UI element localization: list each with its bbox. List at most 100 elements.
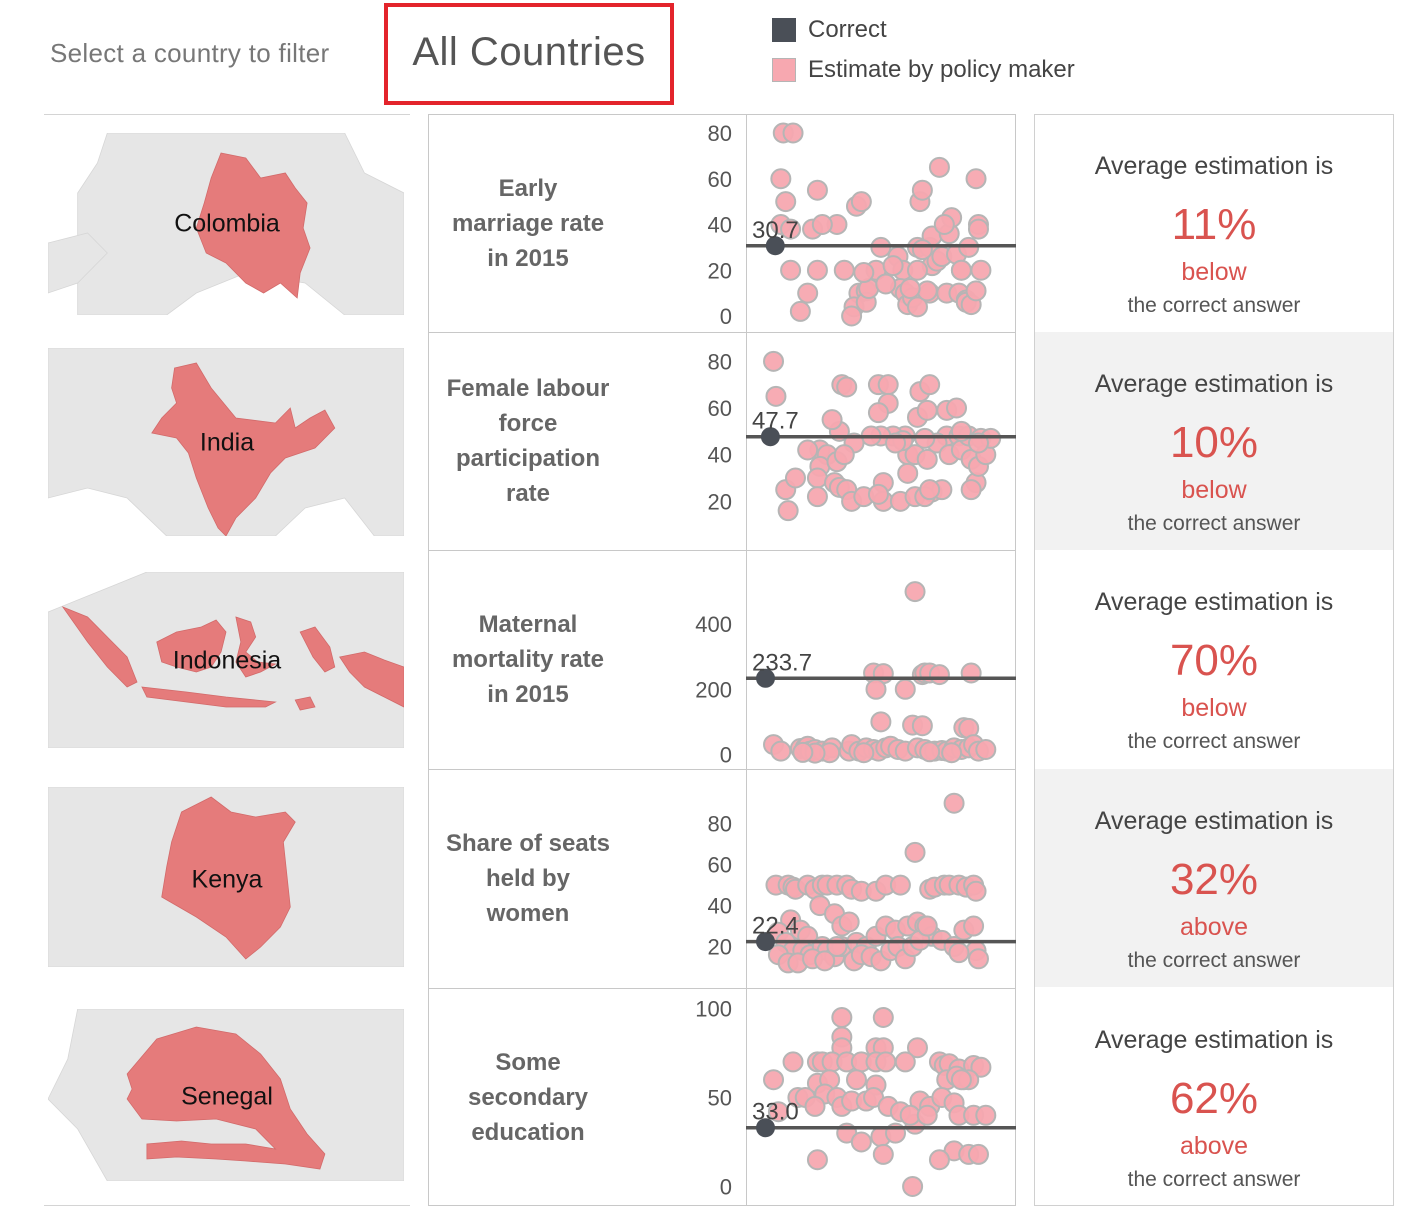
estimate-point[interactable]	[967, 218, 989, 240]
estimate-point[interactable]	[967, 1143, 989, 1165]
estimate-point[interactable]	[960, 479, 982, 501]
estimate-point[interactable]	[872, 1143, 894, 1165]
estimate-point[interactable]	[867, 402, 889, 424]
estimate-point[interactable]	[965, 168, 987, 190]
estimate-point[interactable]	[797, 282, 819, 304]
estimate-point[interactable]	[941, 742, 963, 764]
estimate-point[interactable]	[782, 1051, 804, 1073]
estimate-point[interactable]	[845, 1069, 867, 1091]
estimate-point[interactable]	[777, 500, 799, 522]
estimate-point[interactable]	[882, 255, 904, 277]
estimate-point[interactable]	[906, 296, 928, 318]
estimate-point[interactable]	[872, 1006, 894, 1028]
estimate-point[interactable]	[797, 439, 819, 461]
estimate-point[interactable]	[906, 259, 928, 281]
estimate-point[interactable]	[967, 948, 989, 970]
estimate-point[interactable]	[853, 262, 875, 284]
estimate-point[interactable]	[767, 1101, 789, 1123]
estimate-point[interactable]	[965, 880, 987, 902]
map-kenya[interactable]	[48, 787, 404, 967]
estimate-point[interactable]	[919, 741, 941, 763]
estimate-point[interactable]	[775, 191, 797, 213]
map-indonesia[interactable]	[48, 572, 404, 748]
estimate-point[interactable]	[841, 305, 863, 327]
estimate-point[interactable]	[916, 399, 938, 421]
estimate-point[interactable]	[889, 874, 911, 896]
estimate-point[interactable]	[965, 280, 987, 302]
correct-point[interactable]	[756, 1118, 776, 1138]
country-filter-value[interactable]: All Countries	[412, 30, 646, 74]
estimate-point[interactable]	[916, 448, 938, 470]
correct-point[interactable]	[756, 932, 776, 952]
estimate-point[interactable]	[806, 467, 828, 489]
estimate-point[interactable]	[792, 741, 814, 763]
estimate-point[interactable]	[919, 479, 941, 501]
estimate-point[interactable]	[928, 664, 950, 686]
estimate-point[interactable]	[928, 156, 950, 178]
estimate-point[interactable]	[933, 214, 955, 235]
estimate-point[interactable]	[943, 792, 965, 814]
estimate-point[interactable]	[877, 374, 899, 396]
estimate-point[interactable]	[821, 409, 843, 431]
estimate-point[interactable]	[897, 462, 919, 484]
map-senegal[interactable]	[48, 1009, 404, 1181]
correct-point[interactable]	[765, 236, 785, 256]
estimate-point[interactable]	[867, 483, 889, 505]
estimate-point[interactable]	[838, 911, 860, 933]
estimate-point[interactable]	[975, 1104, 997, 1126]
estimate-point[interactable]	[916, 1104, 938, 1126]
estimate-point[interactable]	[970, 1056, 992, 1078]
estimate-point[interactable]	[770, 168, 792, 190]
estimate-point[interactable]	[765, 385, 787, 407]
estimate-point[interactable]	[946, 397, 968, 419]
correct-point[interactable]	[760, 427, 780, 447]
estimate-point[interactable]	[780, 218, 802, 240]
estimate-point[interactable]	[894, 678, 916, 700]
estimate-point[interactable]	[906, 1037, 928, 1059]
estimate-point[interactable]	[806, 259, 828, 281]
estimate-point[interactable]	[948, 942, 970, 964]
estimate-point[interactable]	[811, 214, 833, 235]
estimate-point[interactable]	[911, 179, 933, 201]
estimate-point[interactable]	[916, 915, 938, 937]
map-colombia[interactable]	[48, 133, 404, 315]
map-country-shape[interactable]	[161, 796, 296, 960]
estimate-point[interactable]	[763, 350, 785, 372]
country-filter-dropdown[interactable]	[384, 3, 674, 105]
estimate-point[interactable]	[782, 122, 804, 144]
estimate-point[interactable]	[894, 1051, 916, 1073]
map-india[interactable]	[48, 348, 404, 536]
estimate-point[interactable]	[806, 1149, 828, 1171]
estimate-point[interactable]	[850, 191, 872, 213]
estimate-point[interactable]	[911, 239, 933, 261]
estimate-point[interactable]	[916, 280, 938, 302]
map-country-shape[interactable]	[61, 606, 404, 711]
estimate-point[interactable]	[831, 1006, 853, 1028]
estimate-point[interactable]	[770, 740, 792, 762]
estimate-point[interactable]	[814, 950, 836, 972]
estimate-point[interactable]	[763, 1069, 785, 1091]
estimate-point[interactable]	[853, 742, 875, 764]
estimate-point[interactable]	[875, 1051, 897, 1073]
map-country-shape[interactable]	[151, 362, 336, 536]
estimate-point[interactable]	[865, 678, 887, 700]
estimate-point[interactable]	[806, 486, 828, 508]
estimate-point[interactable]	[833, 444, 855, 466]
estimate-point[interactable]	[963, 915, 985, 937]
estimate-point[interactable]	[850, 1131, 872, 1153]
correct-point[interactable]	[756, 668, 776, 688]
estimate-point[interactable]	[904, 841, 926, 863]
estimate-point[interactable]	[902, 1175, 924, 1197]
estimate-point[interactable]	[789, 300, 811, 322]
map-country-shape[interactable]	[195, 152, 311, 299]
estimate-point[interactable]	[784, 467, 806, 489]
estimate-point[interactable]	[804, 1095, 826, 1117]
estimate-point[interactable]	[780, 259, 802, 281]
estimate-point[interactable]	[919, 374, 941, 396]
estimate-point[interactable]	[833, 259, 855, 281]
estimate-point[interactable]	[975, 738, 997, 760]
estimate-point[interactable]	[911, 715, 933, 737]
estimate-point[interactable]	[899, 278, 921, 300]
estimate-point[interactable]	[950, 259, 972, 281]
estimate-point[interactable]	[970, 259, 992, 281]
